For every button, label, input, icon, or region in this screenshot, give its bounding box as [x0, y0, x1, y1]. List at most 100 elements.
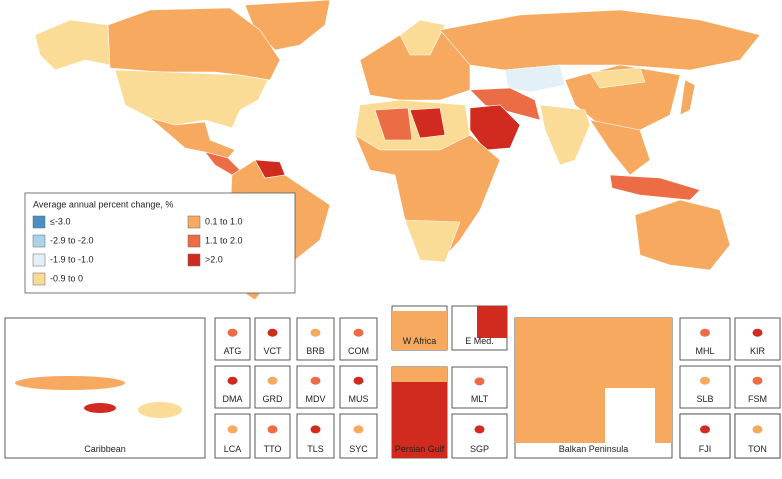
inset-label: Caribbean — [84, 444, 126, 454]
legend-label: 0.1 to 1.0 — [205, 216, 243, 226]
legend-label: >2.0 — [205, 254, 223, 264]
island — [752, 328, 763, 337]
legend-label: -2.9 to -2.0 — [50, 235, 94, 245]
inset-box — [339, 365, 378, 409]
insets: Caribbean ATG VCT BRB COM DMA GRD MDV MUS LCA TTO T… — [4, 305, 781, 459]
inset-box — [254, 413, 291, 459]
japan — [679, 79, 696, 116]
inset-box — [734, 365, 781, 409]
alaska — [34, 19, 111, 71]
island — [227, 376, 238, 385]
inset-box — [296, 317, 335, 361]
island — [353, 376, 364, 385]
legend-label: -0.9 to 0 — [50, 273, 83, 283]
inset-label: W Africa — [403, 336, 437, 346]
middle-east — [469, 87, 541, 121]
island — [227, 425, 238, 434]
inset-label: E Med. — [465, 336, 494, 346]
inset-label: TON — [748, 444, 767, 454]
island — [700, 376, 710, 385]
libya — [409, 107, 446, 139]
inset-label: Balkan Peninsula — [559, 444, 629, 454]
inset-label: TLS — [307, 444, 324, 454]
inset-label: SGP — [470, 444, 489, 454]
scandinavia — [399, 19, 446, 56]
inset-label: KIR — [750, 346, 766, 356]
inset-label: MUS — [349, 394, 369, 404]
russia — [439, 9, 761, 71]
canada — [107, 7, 281, 81]
australia — [634, 199, 731, 271]
island — [700, 328, 710, 337]
inset-label: MDV — [306, 394, 326, 404]
inset-label: ATG — [224, 346, 242, 356]
gulf-north — [392, 367, 447, 382]
legend-box — [24, 192, 296, 294]
southern-africa — [404, 219, 461, 263]
island — [752, 376, 763, 385]
island — [353, 328, 364, 337]
island — [267, 328, 278, 337]
island — [267, 425, 278, 434]
inset-label: TTO — [264, 444, 282, 454]
inset-box — [679, 413, 731, 459]
jamaica — [84, 403, 116, 413]
legend-swatch — [187, 253, 201, 267]
gulf-land — [392, 382, 447, 458]
island — [310, 328, 321, 337]
kazakhstan — [504, 64, 566, 93]
inset-box — [734, 413, 781, 459]
legend-label: -1.9 to -1.0 — [50, 254, 94, 264]
legend-swatch — [32, 234, 46, 248]
inset-label: DMA — [223, 394, 243, 404]
inset-label: SLB — [696, 394, 713, 404]
inset-box — [296, 413, 335, 459]
inset-box — [214, 413, 251, 459]
africa — [354, 134, 501, 263]
legend-swatch — [187, 215, 201, 229]
legend-label: 1.1 to 2.0 — [205, 235, 243, 245]
inset-box — [451, 366, 508, 409]
inset-label: MHL — [695, 346, 714, 356]
inset-label: LCA — [224, 444, 242, 454]
island — [474, 425, 485, 434]
inset-label: SYC — [349, 444, 368, 454]
balkan-sea — [605, 388, 655, 443]
inset-box — [214, 317, 251, 361]
legend-title: Average annual percent change, % — [33, 199, 173, 209]
mexico — [149, 117, 236, 159]
indonesia — [609, 174, 701, 201]
inset-box — [339, 413, 378, 459]
island — [310, 376, 321, 385]
inset-box — [254, 317, 291, 361]
inset-box — [734, 317, 781, 361]
legend-swatch — [32, 215, 46, 229]
inset-label: VCT — [264, 346, 283, 356]
legend-label: ≤-3.0 — [50, 216, 70, 226]
cuba — [15, 376, 125, 390]
island — [700, 425, 710, 434]
island — [310, 425, 321, 434]
se-asia — [589, 119, 651, 176]
usa — [114, 69, 269, 129]
island — [227, 328, 238, 337]
china — [564, 64, 681, 131]
e-med-land — [477, 306, 507, 338]
legend-swatch — [187, 234, 201, 248]
inset-box — [339, 317, 378, 361]
north-africa — [354, 99, 471, 151]
inset-box — [214, 365, 251, 409]
hispaniola — [138, 402, 182, 418]
inset-label: FSM — [748, 394, 767, 404]
inset-label: FJI — [699, 444, 712, 454]
island — [267, 376, 278, 385]
legend-swatch — [32, 253, 46, 267]
island — [752, 425, 763, 434]
legend: Average annual percent change, % ≤-3.0 -2… — [24, 192, 296, 294]
inset-box — [679, 365, 731, 409]
island — [474, 377, 485, 386]
inset-box — [254, 365, 291, 409]
algeria — [374, 107, 413, 141]
